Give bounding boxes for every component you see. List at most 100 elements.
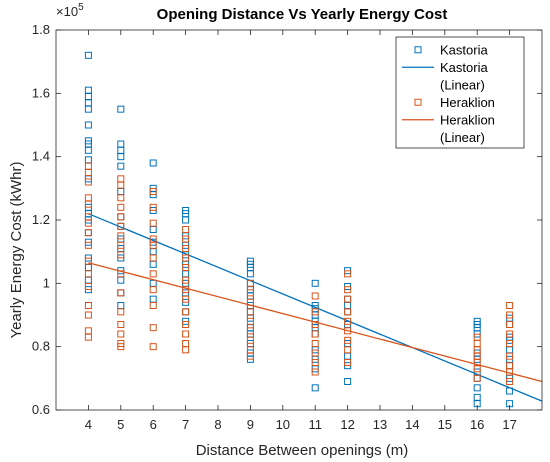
legend-label: Kastoria (440, 42, 488, 57)
data-point (344, 336, 352, 344)
series-1 (88, 213, 543, 402)
data-point (84, 105, 92, 113)
data-point (246, 327, 254, 335)
series-3 (88, 262, 543, 383)
legend: KastoriaKastoria(Linear)HeraklionHerakli… (395, 36, 525, 149)
data-point (311, 349, 319, 357)
data-point (117, 194, 125, 202)
data-point (117, 105, 125, 113)
data-point (344, 295, 352, 303)
x-tick-label: 10 (276, 417, 290, 432)
legend-label: Heraklion (440, 112, 495, 127)
x-tick-label: 12 (340, 417, 354, 432)
data-point (117, 153, 125, 161)
axes: 4 5 6 7 8 9 10 11 12 13 14 15 16 17 0.6 0.8 1 1.2 1.4 1.6 1.… (32, 22, 543, 432)
data-point (473, 365, 481, 373)
data-point (117, 241, 125, 249)
data-point (344, 286, 352, 294)
data-point (506, 311, 514, 319)
data-point (149, 254, 157, 262)
legend-box (395, 36, 525, 149)
x-tick-label: 13 (373, 417, 387, 432)
data-point (84, 219, 92, 227)
y-tick-label: 1.8 (32, 22, 50, 37)
data-point (149, 188, 157, 195)
data-point (84, 270, 92, 278)
y-tick-label: 1 (43, 275, 50, 290)
data-point (149, 159, 157, 167)
data-point (117, 321, 125, 328)
data-point (311, 292, 319, 300)
legend-entry: Heraklion (Linear) (402, 112, 495, 145)
y-tick-label: 0.6 (32, 402, 50, 417)
data-point (117, 232, 125, 240)
y-exponent-power: 5 (78, 2, 84, 13)
data-point (84, 178, 92, 186)
x-axis-label: Distance Between openings (m) (196, 442, 409, 459)
data-point (344, 308, 352, 316)
x-tick-label: 7 (182, 417, 189, 432)
data-point (117, 213, 125, 221)
data-point (246, 289, 254, 297)
data-point (182, 254, 190, 262)
data-point (506, 340, 514, 347)
data-point (182, 235, 190, 243)
y-exponent-label: ×105 (56, 2, 84, 19)
data-point (117, 343, 125, 351)
legend-entry: Kastoria (Linear) (402, 60, 488, 92)
data-point (84, 169, 92, 176)
data-point (182, 295, 190, 303)
x-tick-label: 11 (308, 417, 322, 432)
data-point (311, 308, 319, 316)
data-point (182, 245, 190, 252)
data-point (506, 378, 514, 385)
x-tick-label: 14 (405, 417, 419, 432)
legend-entry: Heraklion (414, 95, 495, 110)
x-tick-label: 5 (117, 417, 124, 432)
data-point (344, 317, 352, 325)
data-point (246, 270, 254, 278)
data-point (246, 352, 254, 360)
data-point (182, 216, 190, 224)
data-point (84, 121, 92, 129)
y-exponent-base: ×10 (56, 4, 78, 19)
data-point (84, 283, 92, 290)
legend-label: Kastoria (440, 60, 488, 75)
data-point (117, 181, 125, 189)
y-axis-label: Yearly Energy Cost (kWhr) (8, 161, 25, 338)
data-point (182, 264, 190, 271)
data-point (149, 241, 157, 249)
x-tick-label: 9 (247, 417, 254, 432)
data-point (182, 330, 190, 338)
data-point (149, 324, 157, 332)
data-point (473, 384, 481, 392)
x-tick-label: 8 (214, 417, 221, 432)
data-point (311, 359, 319, 366)
data-point (149, 203, 157, 211)
data-point (182, 276, 190, 284)
x-tick-label: 16 (470, 417, 484, 432)
y-tick-label: 1.6 (32, 85, 50, 100)
legend-label: (Linear) (440, 130, 485, 145)
data-point (246, 308, 254, 316)
data-point (84, 146, 92, 154)
data-point (311, 330, 319, 338)
data-point (149, 286, 157, 294)
data-point (117, 162, 125, 170)
x-tick-label: 17 (502, 417, 516, 432)
legend-marker (414, 98, 422, 106)
data-point (84, 51, 92, 59)
data-point (311, 279, 319, 287)
data-point (506, 330, 514, 338)
data-point (246, 336, 254, 344)
data-point (182, 346, 190, 354)
data-point (344, 346, 352, 354)
legend-marker (414, 46, 422, 54)
x-tick-label: 4 (85, 417, 92, 432)
data-marks (84, 51, 543, 408)
x-tick-label: 6 (150, 417, 157, 432)
legend-label: Heraklion (440, 95, 495, 110)
trend-line (88, 262, 543, 383)
data-point (311, 384, 319, 392)
